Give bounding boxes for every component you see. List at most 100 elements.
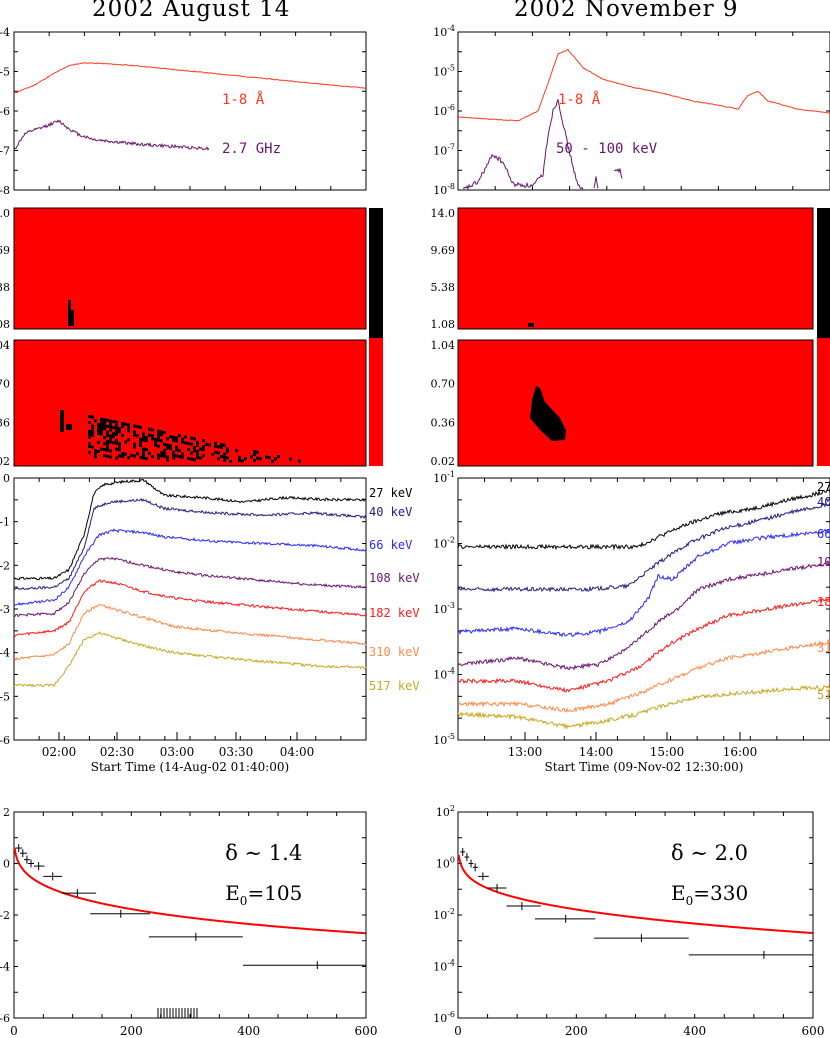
left-map-lower-blob <box>214 444 217 448</box>
left-map-lower-blob <box>151 437 154 441</box>
right-column-title: 2002 November 9 <box>514 0 739 22</box>
right-rate-series-label: 40 keV <box>817 495 830 509</box>
left-map-lower-frame <box>13 339 367 467</box>
right-map-upper-ytick-label: 1.08 <box>431 318 456 331</box>
left-flux-series-label: 2.7 GHz <box>222 141 281 157</box>
left-map-lower-blob <box>175 445 178 449</box>
left-map-lower-blob <box>109 455 112 459</box>
left-map-lower-blob <box>139 443 142 447</box>
left-map-lower-blob <box>160 430 163 434</box>
left-map-lower-blob <box>118 448 121 452</box>
left-rate-series-line <box>13 631 367 688</box>
left-map-lower-blob <box>268 456 271 460</box>
left-map-lower-blob <box>199 456 202 460</box>
left-spectrum-ytick-label: -4 <box>0 961 10 974</box>
left-map-lower-blob <box>97 425 100 429</box>
right-rate-xtick-label: 14:00 <box>579 745 614 759</box>
right-rate-ytick-label: 10-3 <box>433 601 455 616</box>
left-map-lower-blob <box>124 452 127 456</box>
left-column-title: 2002 August 14 <box>92 0 291 22</box>
left-map-lower-blob <box>298 459 301 463</box>
left-map-lower-blob <box>178 455 181 459</box>
left-map-lower-blob <box>175 439 178 443</box>
right-rate-ytick-label: 10-1 <box>433 470 455 485</box>
left-map-lower-blob <box>154 438 157 442</box>
left-map-lower-blob <box>214 450 217 454</box>
left-map-lower-blob <box>127 423 130 427</box>
left-map-lower-blob <box>205 442 208 446</box>
left-map-lower-blob <box>214 441 217 445</box>
left-map-lower-blob <box>106 439 109 443</box>
left-map-lower-blob <box>196 449 199 453</box>
left-map-lower-blob <box>202 445 205 449</box>
left-map-lower-blob <box>163 451 166 455</box>
left-map-lower-blob <box>94 452 97 456</box>
left-map-lower-blob <box>178 449 181 453</box>
right-rate-series-label: 27 keV <box>817 480 830 494</box>
left-map-lower-blob <box>289 457 292 461</box>
left-map-lower-blob <box>109 434 112 438</box>
left-map-lower-field <box>14 340 366 466</box>
left-map-lower-blob <box>190 451 193 455</box>
left-map-lower-blob <box>169 435 172 439</box>
left-map-lower-blob <box>157 453 160 457</box>
left-map-lower-blob <box>115 429 118 433</box>
right-spectrum-delta-label: δ ∼ 2.0 <box>671 841 748 865</box>
left-map-lower-blob <box>193 446 196 450</box>
left-rate-series-line <box>13 478 367 581</box>
left-map-lower-blob <box>163 448 166 452</box>
left-map-lower-blob <box>112 426 115 430</box>
left-map-lower-blob <box>250 455 253 459</box>
left-map-lower-blob <box>115 441 118 445</box>
right-flux-frame <box>457 31 830 191</box>
left-spectrum-ytick-label: -2 <box>0 909 10 922</box>
left-rate-ytick-label: -2 <box>0 559 10 572</box>
left-map-lower-blob <box>139 455 142 459</box>
left-map-lower-blob <box>175 448 178 452</box>
right-spectrum-xtick-label: 600 <box>802 1024 825 1038</box>
left-spectrum-fit-curve <box>13 848 366 935</box>
left-map-lower-blob <box>166 443 169 447</box>
left-map-lower-blob <box>148 433 151 437</box>
left-map-lower-blob <box>223 455 226 459</box>
left-map-lower-blob <box>157 435 160 439</box>
left-map-lower-blob <box>88 451 91 454</box>
right-map-lower-ytick-label: 0.70 <box>431 378 456 391</box>
left-rate-series-line <box>13 528 367 607</box>
left-rate-xtick-label: 02:00 <box>42 745 77 759</box>
left-rate-series-label: 517 keV <box>369 679 420 693</box>
left-rate-series-line <box>13 556 367 618</box>
left-map-lower-blob <box>220 443 223 447</box>
left-map-lower-blob <box>115 426 118 430</box>
left-spectrum-ytick-label: 2 <box>3 806 10 819</box>
left-flux-ytick-label: -4 <box>0 26 10 39</box>
left-map-lower-blob <box>106 448 109 452</box>
right-spectrum-fit-curve <box>457 854 813 934</box>
left-map-lower-blob <box>133 430 136 434</box>
left-map-lower-blob <box>154 444 157 448</box>
left-rate-series-line <box>13 604 367 662</box>
left-map-lower-blob <box>157 432 160 436</box>
left-map-lower-blob <box>145 436 148 440</box>
left-map-lower-blob <box>97 428 100 432</box>
left-map-lower-blob <box>226 456 229 460</box>
right-map-lower-frame <box>457 339 814 467</box>
left-map-lower-blob <box>157 444 160 448</box>
left-map-lower-blob <box>178 434 181 438</box>
left-map-lower-blob <box>115 438 118 442</box>
left-rate-series-label: 182 keV <box>369 606 420 620</box>
right-flux-series-line <box>613 168 623 179</box>
left-map-lower-blob <box>223 443 226 447</box>
left-rate-xtick-label: 03:00 <box>160 745 195 759</box>
left-map-lower-blob <box>142 435 145 439</box>
left-map-lower-blob <box>124 422 127 426</box>
left-map-lower-ytick-label: 0.70 <box>0 378 10 391</box>
right-flux-series-line <box>457 49 830 122</box>
left-map-lower-blob <box>121 455 124 459</box>
left-map-lower-blob <box>91 433 94 437</box>
left-map-lower-blob <box>169 447 172 451</box>
right-rate-series-line <box>457 502 830 593</box>
right-map-upper-frame <box>457 207 814 330</box>
left-map-lower-blob <box>127 456 130 460</box>
right-map-lower-ytick-label: 1.04 <box>431 339 456 352</box>
